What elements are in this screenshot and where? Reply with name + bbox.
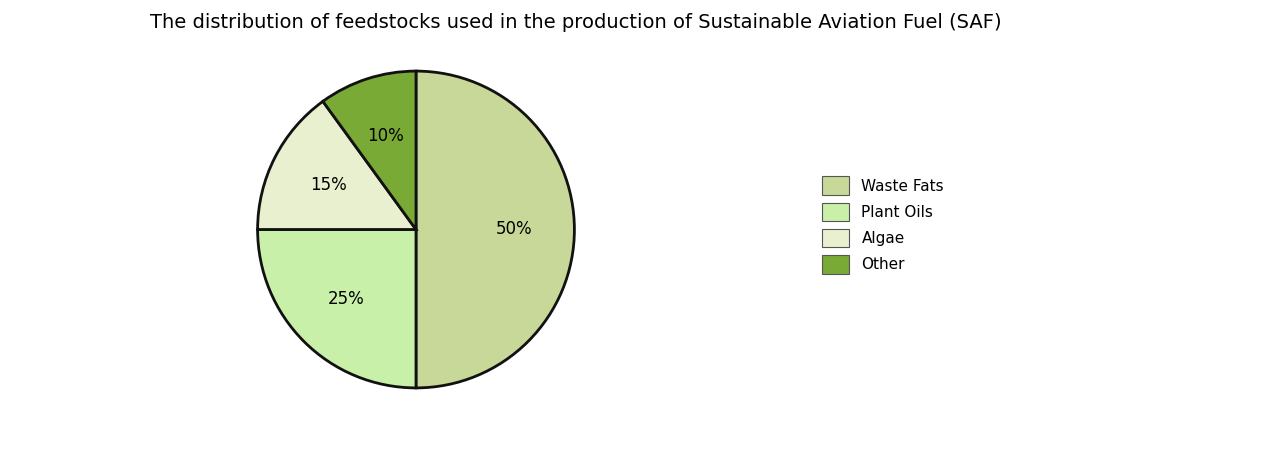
Text: 10%: 10% <box>367 127 404 145</box>
Wedge shape <box>257 230 416 388</box>
Wedge shape <box>416 71 575 388</box>
Wedge shape <box>323 71 416 229</box>
Text: 15%: 15% <box>310 176 347 194</box>
Text: 25%: 25% <box>328 290 365 308</box>
Legend: Waste Fats, Plant Oils, Algae, Other: Waste Fats, Plant Oils, Algae, Other <box>814 169 951 281</box>
Wedge shape <box>257 101 416 230</box>
Text: The distribution of feedstocks used in the production of Sustainable Aviation Fu: The distribution of feedstocks used in t… <box>150 14 1002 32</box>
Text: 50%: 50% <box>495 220 532 238</box>
